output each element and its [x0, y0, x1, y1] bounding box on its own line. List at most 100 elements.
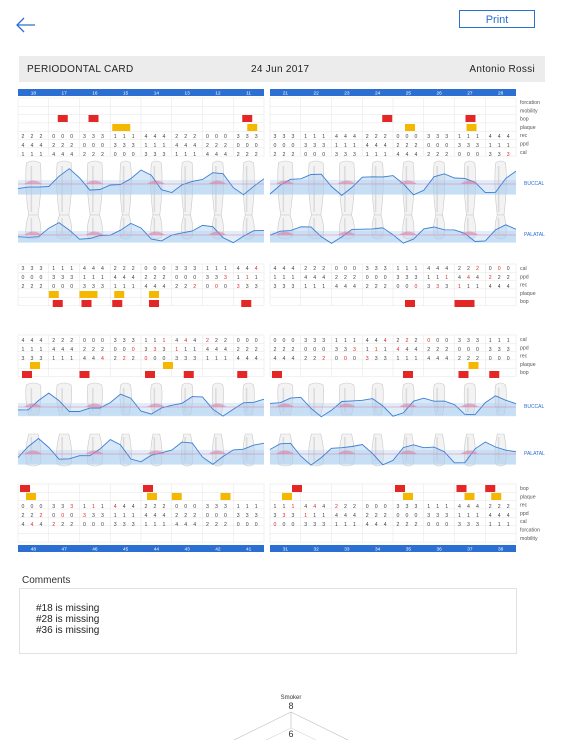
- measurement-digit: 1: [304, 284, 307, 290]
- bop-mark: [454, 300, 475, 307]
- recession-mark: [460, 450, 479, 454]
- measurement-digit: 2: [70, 522, 73, 528]
- measurement-digit: 1: [283, 275, 286, 281]
- measurement-digit: 4: [193, 522, 196, 528]
- measurement-digit: 1: [101, 504, 104, 510]
- measurement-digit: 0: [304, 347, 307, 353]
- print-button[interactable]: Print: [459, 10, 535, 28]
- measurement-digit: 3: [304, 143, 307, 149]
- measurement-digit: 0: [193, 504, 196, 510]
- measurement-digit: 2: [436, 347, 439, 353]
- measurement-digit: 1: [322, 513, 325, 519]
- tooth-graphic: [211, 160, 224, 216]
- measurement-digit: 1: [114, 284, 117, 290]
- page-header: PERIODONTAL CARD 24 Jun 2017 Antonio Ros…: [19, 56, 545, 82]
- measurement-digit: 4: [406, 152, 409, 158]
- measurement-digit: 0: [366, 275, 369, 281]
- row-label: plaque: [520, 125, 536, 131]
- tooth-number: 37: [467, 547, 473, 553]
- tooth-graphic: [277, 433, 294, 467]
- measurement-digit: 4: [70, 347, 73, 353]
- measurement-digit: 3: [283, 284, 286, 290]
- measurement-digit: 0: [145, 356, 148, 362]
- measurement-digit: 0: [215, 134, 218, 140]
- measurement-digit: 0: [123, 347, 126, 353]
- tooth-graphic: [86, 433, 103, 467]
- measurement-digit: 4: [489, 513, 492, 519]
- measurement-digit: 4: [145, 513, 148, 519]
- measurement-digit: 2: [22, 513, 25, 519]
- measurement-digit: 2: [467, 356, 470, 362]
- bop-mark: [79, 371, 90, 378]
- measurement-digit: 3: [246, 513, 249, 519]
- measurement-digit: 0: [476, 152, 479, 158]
- measurement-digit: 3: [255, 284, 258, 290]
- measurement-digit: 0: [384, 504, 387, 510]
- measurement-digit: 1: [335, 143, 338, 149]
- measurement-digit: 2: [344, 275, 347, 281]
- measurement-digit: 0: [40, 504, 43, 510]
- recession-mark: [460, 180, 479, 184]
- measurement-digit: 4: [292, 266, 295, 272]
- measurement-digit: 0: [22, 504, 25, 510]
- measurement-digit: 3: [313, 522, 316, 528]
- measurement-digit: 2: [101, 152, 104, 158]
- measurement-digit: 3: [52, 504, 55, 510]
- measurement-digit: 0: [184, 275, 187, 281]
- measurement-digit: 2: [52, 143, 55, 149]
- measurement-digit: 3: [184, 356, 187, 362]
- measurement-digit: 2: [246, 152, 249, 158]
- bop-mark: [382, 115, 393, 122]
- measurement-digit: 0: [467, 152, 470, 158]
- measurement-digit: 3: [406, 275, 409, 281]
- measurement-digit: 4: [445, 356, 448, 362]
- measurement-digit: 3: [313, 143, 316, 149]
- recession-mark: [85, 231, 104, 235]
- measurement-digit: 0: [274, 522, 277, 528]
- measurement-digit: 4: [163, 284, 166, 290]
- measurement-digit: 4: [274, 266, 277, 272]
- comments-box[interactable]: #18 is missing #28 is missing #36 is mis…: [19, 588, 517, 654]
- measurement-digit: 4: [397, 347, 400, 353]
- measurement-digit: 4: [175, 522, 178, 528]
- measurement-digit: 0: [92, 143, 95, 149]
- measurement-digit: 0: [237, 143, 240, 149]
- measurement-digit: 1: [40, 347, 43, 353]
- measurement-digit: 1: [52, 356, 55, 362]
- measurement-digit: 4: [313, 504, 316, 510]
- back-arrow-icon[interactable]: [14, 14, 38, 36]
- tooth-number: 14: [154, 91, 160, 97]
- measurement-digit: 1: [489, 143, 492, 149]
- recession-mark: [208, 231, 227, 235]
- tooth-number: 42: [215, 547, 221, 553]
- tooth-number: 47: [61, 547, 67, 553]
- measurement-digit: 3: [436, 284, 439, 290]
- measurement-digit: 2: [292, 152, 295, 158]
- measurement-digit: 4: [31, 338, 34, 344]
- measurement-digit: 3: [335, 347, 338, 353]
- measurement-digit: 2: [31, 284, 34, 290]
- tooth-number: 18: [31, 91, 37, 97]
- measurement-digit: 0: [304, 152, 307, 158]
- measurement-digit: 4: [255, 356, 258, 362]
- measurement-digit: 0: [335, 266, 338, 272]
- recession-mark: [276, 231, 294, 235]
- measurement-digit: 4: [353, 284, 356, 290]
- measurement-digit: 3: [114, 143, 117, 149]
- measurement-digit: 3: [206, 275, 209, 281]
- measurement-digit: 3: [427, 513, 430, 519]
- plaque-mark: [147, 493, 157, 500]
- measurement-digit: 0: [489, 266, 492, 272]
- recession-mark: [85, 403, 104, 407]
- measurement-digit: 0: [255, 143, 258, 149]
- bop-mark: [403, 371, 413, 378]
- measurement-digit: 1: [83, 504, 86, 510]
- measurement-digit: 3: [283, 513, 286, 519]
- measurement-digit: 0: [384, 275, 387, 281]
- measurement-digit: 2: [61, 522, 64, 528]
- measurement-digit: 1: [445, 504, 448, 510]
- measurement-digit: 3: [101, 284, 104, 290]
- surface-label: PALATAL: [524, 451, 545, 457]
- tooth-number: 41: [246, 547, 252, 553]
- measurement-digit: 4: [175, 338, 178, 344]
